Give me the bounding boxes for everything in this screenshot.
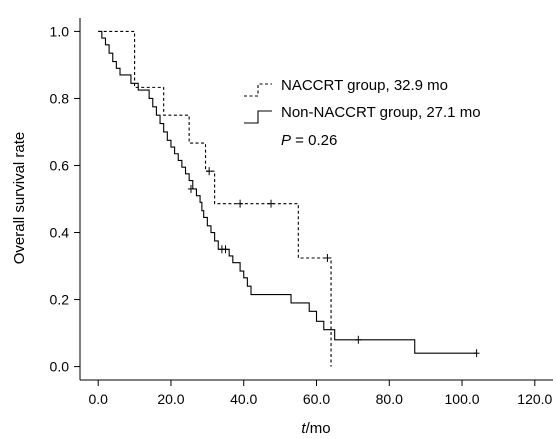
y-tick-label: 0.8 bbox=[50, 90, 70, 106]
x-tick-label: 100.0 bbox=[445, 391, 480, 407]
x-tick-label: 60.0 bbox=[303, 391, 330, 407]
y-tick-label: 0.0 bbox=[50, 359, 70, 375]
x-tick-label: 0.0 bbox=[88, 391, 108, 407]
x-tick-label: 20.0 bbox=[157, 391, 184, 407]
x-axis: 0.0 20.0 40.0 60.0 80.0 100.0 120.0 bbox=[80, 380, 553, 407]
y-axis: 0.0 0.2 0.4 0.6 0.8 1.0 bbox=[50, 18, 80, 380]
legend-label-non-naccrt: Non-NACCRT group, 27.1 mo bbox=[281, 104, 481, 121]
y-ticks: 0.0 0.2 0.4 0.6 0.8 1.0 bbox=[50, 23, 80, 374]
y-tick-label: 0.4 bbox=[50, 225, 70, 241]
x-tick-label: 40.0 bbox=[230, 391, 257, 407]
legend-label-naccrt: NACCRT group, 32.9 mo bbox=[281, 77, 448, 94]
x-tick-label: 120.0 bbox=[517, 391, 552, 407]
p-value-annotation: P = 0.26 bbox=[281, 132, 337, 149]
x-axis-label: t/mo bbox=[301, 420, 330, 437]
p-value-text: = 0.26 bbox=[291, 132, 337, 149]
x-ticks: 0.0 20.0 40.0 60.0 80.0 100.0 120.0 bbox=[88, 380, 552, 407]
y-tick-label: 1.0 bbox=[50, 23, 70, 39]
x-tick-label: 80.0 bbox=[376, 391, 403, 407]
y-axis-label: Overall survival rate bbox=[11, 132, 28, 265]
x-axis-label-unit: /mo bbox=[306, 420, 331, 437]
y-tick-label: 0.2 bbox=[50, 292, 70, 308]
legend-swatch-naccrt bbox=[244, 84, 272, 96]
y-tick-label: 0.6 bbox=[50, 157, 70, 173]
p-value-symbol: P bbox=[281, 132, 291, 149]
legend-swatch-non-naccrt bbox=[244, 111, 272, 123]
legend: NACCRT group, 32.9 mo Non-NACCRT group, … bbox=[244, 77, 481, 149]
